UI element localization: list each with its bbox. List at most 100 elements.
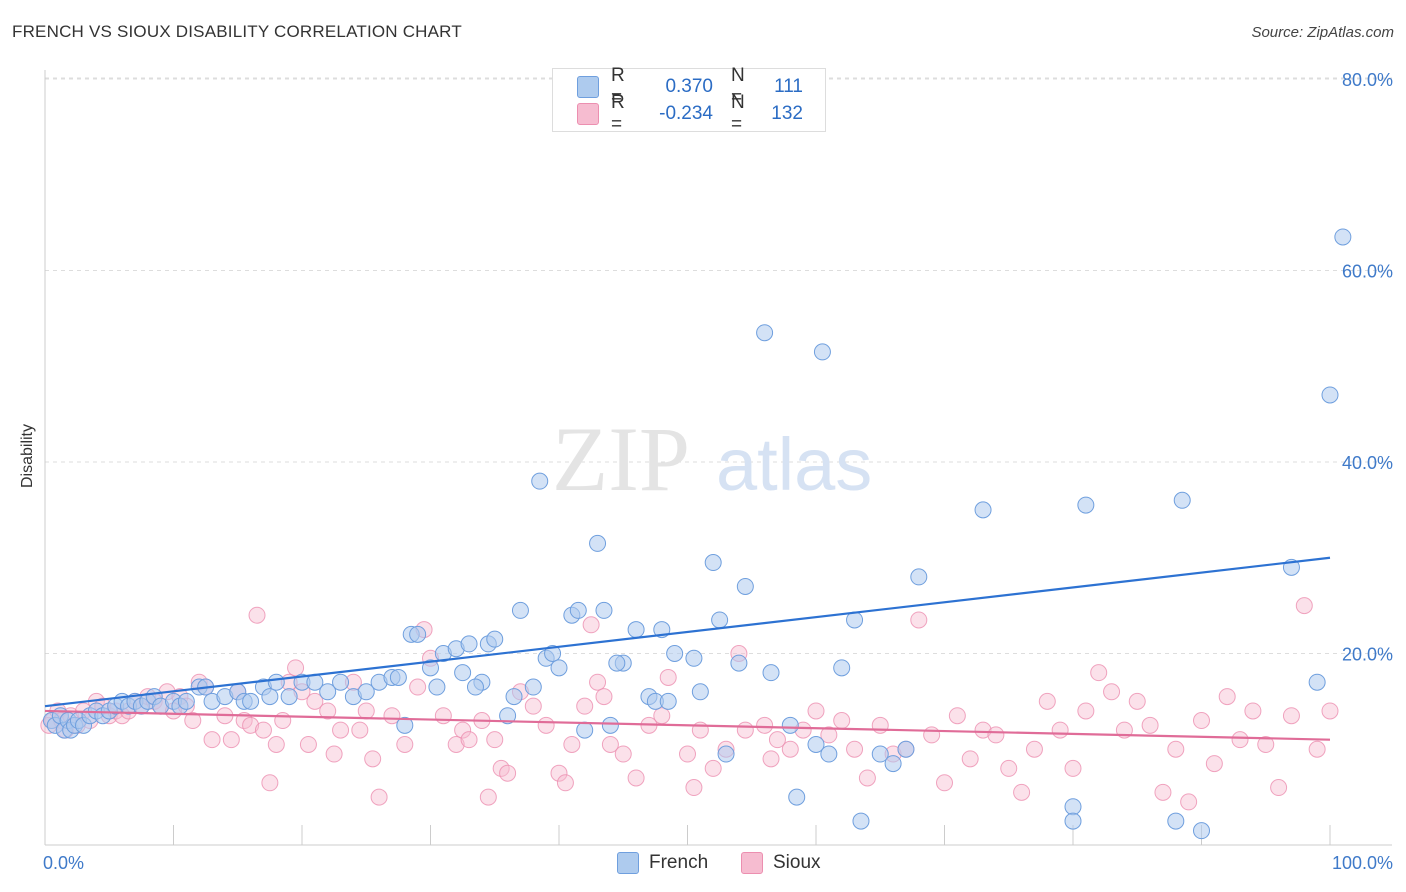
french-point <box>511 601 529 619</box>
french-point <box>1334 228 1352 246</box>
french-point <box>454 664 472 682</box>
sioux-point <box>242 716 260 734</box>
french-point <box>261 688 279 706</box>
french-point <box>852 812 870 830</box>
french-point <box>717 745 735 763</box>
french-point <box>460 635 478 653</box>
y-tick-label: 60.0% <box>1342 262 1393 282</box>
sioux-point <box>306 692 324 710</box>
french-point <box>974 501 992 519</box>
sioux-point <box>736 721 754 739</box>
sioux-point <box>1051 721 1069 739</box>
sioux-point <box>1257 735 1275 753</box>
french-point <box>711 611 729 629</box>
x-tick-label: 0.0% <box>43 853 84 873</box>
r-label: R = <box>611 65 625 108</box>
french-points <box>42 228 1352 840</box>
sioux-point <box>1128 692 1146 710</box>
sioux-point <box>499 764 517 782</box>
french-point <box>897 740 915 758</box>
sioux-point <box>325 745 343 763</box>
x-tick-label: 100.0% <box>1332 853 1393 873</box>
sioux-point <box>601 735 619 753</box>
french-point <box>807 735 825 753</box>
sioux-point <box>1038 692 1056 710</box>
french-point <box>627 621 645 639</box>
french-point <box>550 659 568 677</box>
sioux-point <box>704 759 722 777</box>
sioux-point <box>537 716 555 734</box>
sioux-point <box>595 688 613 706</box>
sioux-point <box>299 735 317 753</box>
sioux-point <box>460 731 478 749</box>
french-point <box>756 324 774 342</box>
sioux-point <box>576 697 594 715</box>
series-legend: French Sioux <box>0 852 1406 878</box>
french-point <box>499 707 517 725</box>
french-point <box>736 577 754 595</box>
french-point <box>781 716 799 734</box>
sioux-point <box>1308 740 1326 758</box>
sioux-point <box>948 707 966 725</box>
sioux-point <box>781 740 799 758</box>
n-value: 132 <box>771 103 803 124</box>
legend-item-sioux[interactable]: Sioux <box>741 852 821 874</box>
r-value: -0.234 <box>659 103 713 124</box>
n-value: 111 <box>774 76 803 97</box>
sioux-point <box>1218 688 1236 706</box>
sioux-point <box>222 731 240 749</box>
source-note: Source: ZipAtlas.com <box>1251 24 1394 41</box>
sioux-point <box>351 721 369 739</box>
sioux-trend-line <box>44 709 1331 741</box>
french-point <box>332 673 350 691</box>
sioux-point <box>936 774 953 792</box>
sioux-point <box>248 606 266 624</box>
y-tick-label: 20.0% <box>1342 645 1393 665</box>
sioux-point <box>267 735 285 753</box>
french-point <box>466 678 484 696</box>
sioux-point <box>987 726 1005 744</box>
sioux-swatch <box>741 852 763 874</box>
french-point <box>409 625 427 643</box>
sioux-point <box>768 731 786 749</box>
french-point <box>1167 812 1185 830</box>
french-point <box>357 683 375 701</box>
french-point <box>1321 386 1339 404</box>
sioux-point <box>447 735 465 753</box>
french-point <box>569 601 587 619</box>
french-point <box>531 472 549 490</box>
sioux-point <box>1180 793 1198 811</box>
sioux-point <box>756 716 774 734</box>
french-point <box>177 692 195 710</box>
sioux-point <box>563 735 581 753</box>
sioux-point <box>1013 783 1031 801</box>
sioux-point <box>454 721 472 739</box>
french-swatch <box>577 76 599 98</box>
french-point <box>833 659 851 677</box>
french-point <box>1193 822 1210 840</box>
sioux-point <box>364 750 382 768</box>
sioux-point <box>1090 664 1108 682</box>
french-point <box>1064 798 1082 816</box>
n-label: N = <box>731 92 745 135</box>
french-point <box>910 568 928 586</box>
watermark-zip: ZIP <box>552 408 690 510</box>
french-point <box>544 645 562 662</box>
sioux-point <box>614 745 632 763</box>
tick-labels: 20.0% 40.0% 60.0% 80.0% 0.0% 100.0% <box>43 70 1393 873</box>
french-swatch <box>617 852 639 874</box>
sioux-point <box>589 673 607 691</box>
french-point <box>691 683 709 701</box>
sioux-point <box>332 721 350 739</box>
sioux-point <box>1141 716 1159 734</box>
french-point <box>428 678 446 696</box>
sioux-points <box>40 597 1339 811</box>
sioux-point <box>627 769 645 787</box>
sioux-point <box>1231 731 1249 749</box>
sioux-point <box>434 707 452 725</box>
legend-item-french[interactable]: French <box>617 852 708 874</box>
trend-lines <box>44 556 1331 741</box>
french-point <box>280 688 298 706</box>
sioux-point <box>974 721 992 739</box>
